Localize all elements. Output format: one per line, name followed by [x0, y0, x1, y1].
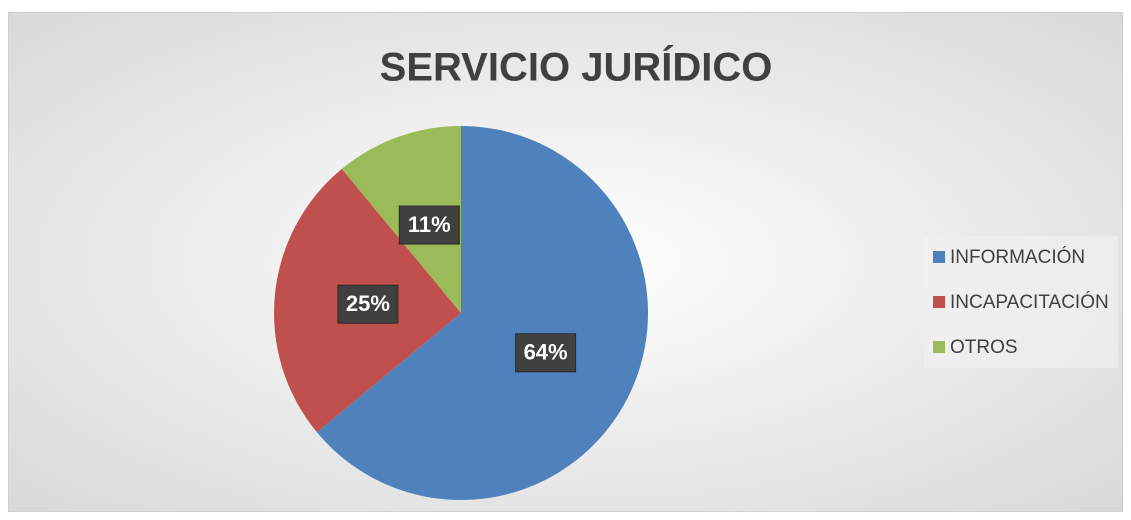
- data-label: 25%: [346, 291, 390, 316]
- legend-swatch: [933, 251, 945, 263]
- data-label-box: [515, 333, 577, 373]
- data-label: 11%: [408, 212, 451, 237]
- legend-label: INCAPACITACIÓN: [950, 291, 1109, 313]
- chart-title: SERVICIO JURÍDICO: [380, 45, 773, 90]
- data-label: 64%: [524, 340, 568, 365]
- data-label-box: [398, 205, 460, 245]
- pie-slice: [316, 126, 649, 501]
- legend-label: OTROS: [950, 337, 1018, 358]
- legend-box: [924, 236, 1118, 368]
- legend-swatch: [933, 341, 945, 353]
- legend-label: INFORMACIÓN: [950, 246, 1085, 268]
- legend-swatch: [933, 296, 945, 308]
- data-label-box: [337, 284, 399, 324]
